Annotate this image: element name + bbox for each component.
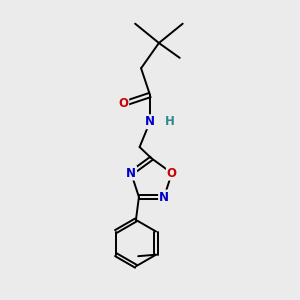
Text: O: O: [167, 167, 177, 180]
Text: N: N: [159, 190, 169, 203]
Text: O: O: [118, 98, 128, 110]
Text: N: N: [126, 167, 136, 180]
Text: H: H: [164, 115, 174, 128]
Text: N: N: [145, 115, 155, 128]
